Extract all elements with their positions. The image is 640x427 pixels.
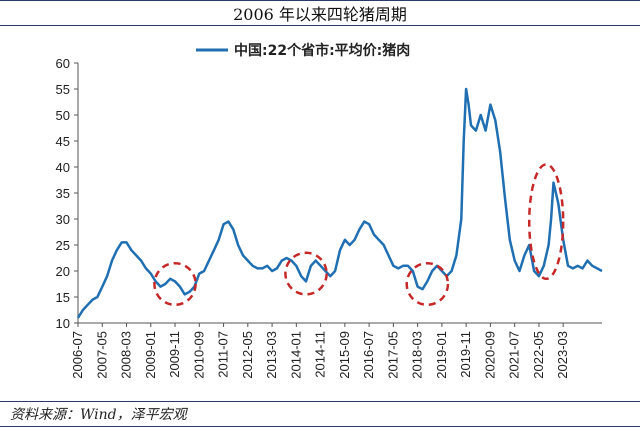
x-tick-label: 2017-05: [385, 331, 400, 379]
x-tick-label: 2015-09: [337, 331, 352, 379]
x-tick-label: 2016-07: [361, 331, 376, 379]
cycle-ellipse: [527, 163, 565, 281]
y-tick-label: 10: [56, 316, 70, 331]
x-tick-label: 2010-09: [191, 331, 206, 379]
y-tick-label: 55: [56, 82, 70, 97]
x-tick-label: 2022-05: [531, 331, 546, 379]
y-tick-label: 25: [56, 238, 70, 253]
x-tick-label: 2014-01: [288, 331, 303, 379]
x-tick-label: 2019-11: [458, 331, 473, 378]
y-tick-label: 40: [56, 160, 70, 175]
chart-svg: 中国:22个省市:平均价:猪肉 10 15 20 25 30 35 40 45 50 55 60 2…: [56, 42, 603, 379]
y-tick-label: 20: [56, 264, 70, 279]
x-tick-label: 2011-07: [216, 331, 231, 378]
y-tick-label: 30: [56, 212, 70, 227]
x-tick-label: 2006-07: [70, 331, 85, 379]
cycle-ellipse: [405, 261, 450, 307]
y-tick-label: 35: [56, 186, 70, 201]
x-tick-label: 2019-01: [434, 331, 449, 379]
source-note: 资料来源：Wind，泽平宏观: [0, 401, 640, 427]
y-tick-label: 50: [56, 108, 70, 123]
x-tick-label: 2012-05: [240, 331, 255, 379]
y-tick-label: 60: [56, 56, 70, 71]
annotations: [153, 163, 565, 307]
x-tick-label: 2007-05: [94, 331, 109, 379]
x-axis: 2006-07 2007-05 2008-03 2009-01 2009-11 2010-…: [70, 323, 570, 379]
chart-title: 2006 年以来四轮猪周期: [0, 0, 640, 26]
x-tick-label: 2009-01: [143, 331, 158, 379]
y-tick-label: 15: [56, 290, 70, 305]
y-tick-label: 45: [56, 134, 70, 149]
x-tick-label: 2020-09: [482, 331, 497, 379]
x-tick-label: 2023-03: [555, 331, 570, 379]
x-tick-label: 2014-11: [313, 331, 328, 378]
legend-label: 中国:22个省市:平均价:猪肉: [234, 42, 410, 59]
x-tick-label: 2009-11: [167, 331, 182, 378]
series-line: [76, 87, 603, 319]
cycle-ellipse: [153, 261, 197, 307]
x-tick-label: 2021-07: [507, 331, 522, 379]
legend: 中国:22个省市:平均价:猪肉: [196, 42, 410, 59]
x-tick-label: 2018-03: [410, 331, 425, 379]
cycle-ellipse: [284, 251, 328, 296]
y-axis: 10 15 20 25 30 35 40 45 50 55 60: [56, 56, 78, 331]
x-tick-label: 2008-03: [119, 331, 134, 379]
x-tick-label: 2013-03: [264, 331, 279, 379]
